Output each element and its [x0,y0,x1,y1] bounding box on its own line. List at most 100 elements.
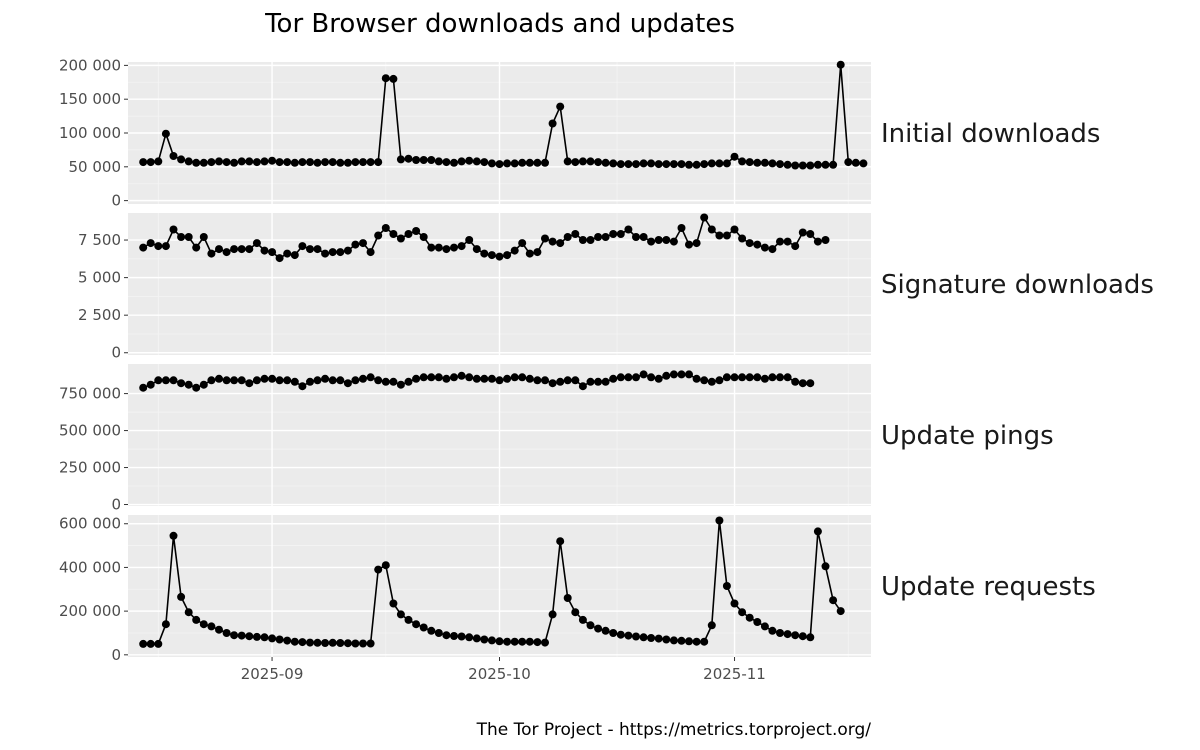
data-point [669,237,678,246]
data-point [685,160,693,169]
data-point [533,638,542,647]
data-point [260,633,269,642]
x-tick-label: 2025-10 [468,665,531,683]
data-point [215,374,223,383]
data-point [806,379,815,388]
data-point [495,252,504,261]
data-point [396,380,405,389]
panel-update-requests: 0 200 000 400 000 600 000 Update requests [59,515,1096,664]
data-point [495,376,504,385]
data-point [359,374,367,383]
data-point [639,370,648,379]
data-point [177,155,186,164]
data-point [161,242,170,251]
data-point [503,159,512,168]
data-point [366,248,375,257]
data-point [487,251,496,260]
x-axis: 2025-09 2025-10 2025-11 [241,657,766,683]
data-point [829,596,838,605]
data-point [321,249,330,258]
data-point [336,376,345,385]
data-point [813,160,822,169]
data-point [472,157,481,166]
data-point [563,233,572,241]
data-point [351,240,360,249]
data-point [374,158,383,167]
data-point [169,152,178,160]
data-point [237,376,246,385]
data-point [465,633,474,642]
data-point [677,160,686,169]
data-point [578,236,587,244]
data-point [495,637,504,646]
data-point [465,373,474,382]
data-point [207,158,216,167]
data-point [146,380,155,389]
data-point [654,634,663,643]
data-point [465,156,474,165]
data-point [184,233,193,241]
data-point [328,248,337,257]
y-tick-label: 0 [111,192,121,210]
data-point [677,636,686,645]
data-point [427,373,436,382]
data-point [730,152,739,161]
data-point [685,240,693,249]
data-point [359,639,367,648]
data-point [321,374,330,383]
data-point [442,374,451,383]
data-point [829,160,838,169]
data-point [457,157,466,166]
chart-title: Tor Browser downloads and updates [264,9,735,39]
data-point [578,157,587,166]
data-point [465,236,474,244]
data-point [791,377,800,386]
facet-panels: 0 50 000 100 000 150 000 200 000 Initial down… [59,56,1154,663]
data-point [578,615,587,624]
data-point [252,376,261,385]
data-point [419,623,428,632]
data-point [518,158,527,167]
data-point [199,620,208,629]
data-point [738,157,747,166]
data-point [738,373,747,382]
data-point [533,248,542,257]
data-point [245,379,254,388]
data-point [139,158,148,167]
data-point [366,158,375,167]
data-point [434,629,443,637]
data-point [283,376,292,385]
data-point [662,635,671,644]
data-point [563,376,572,385]
data-point [821,562,830,571]
data-point [639,233,648,241]
data-point [707,225,716,234]
data-point [798,161,807,170]
data-point [290,251,299,260]
data-point [222,248,231,257]
data-point [609,230,618,238]
data-point [806,161,815,170]
data-point [503,374,512,383]
data-point [215,245,223,254]
data-point [457,242,466,251]
data-point [533,376,542,385]
data-point [685,370,693,379]
data-point [207,622,216,631]
data-point [359,239,367,248]
data-point [260,157,269,166]
data-point [366,639,375,648]
data-point [594,233,603,241]
data-point [563,594,572,602]
data-point [738,608,747,617]
data-point [450,373,458,382]
y-tick-label: 150 000 [59,90,121,108]
data-point [199,158,208,167]
data-point [290,377,299,386]
data-point [662,236,671,244]
data-point [844,158,853,167]
data-point [306,158,314,167]
data-point [381,377,390,386]
data-point [525,249,534,258]
data-point [654,160,663,169]
